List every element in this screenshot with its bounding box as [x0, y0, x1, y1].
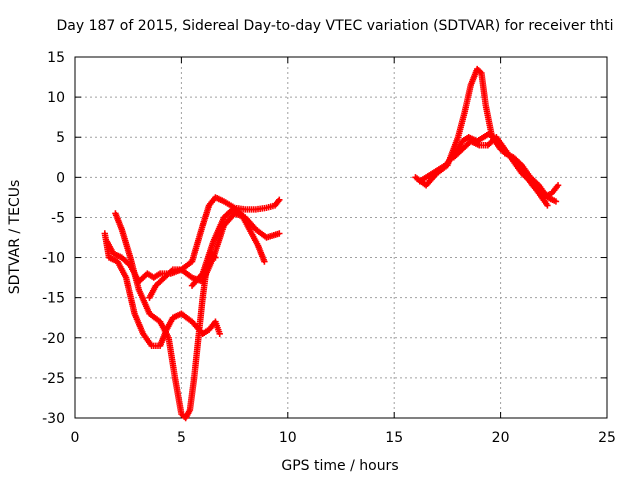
x-axis-label: GPS time / hours: [281, 458, 398, 474]
y-tick-label: -20: [42, 331, 65, 347]
data-point: [261, 258, 268, 265]
grid: [75, 57, 607, 418]
y-tick-label: 0: [56, 170, 65, 186]
x-tick-label: 10: [279, 430, 297, 446]
y-axis-label: SDTVAR / TECUs: [7, 180, 23, 295]
y-tick-label: -15: [42, 291, 65, 307]
y-tick-label: 15: [47, 50, 65, 66]
data-series-3: [112, 210, 219, 422]
data-series-7: [416, 130, 560, 205]
data-series-2: [101, 230, 223, 349]
data-point: [552, 198, 560, 205]
x-tick-label: 5: [177, 430, 186, 446]
data-point: [554, 182, 562, 189]
data-point: [276, 196, 283, 203]
data-point: [216, 330, 223, 337]
x-tick-label: 0: [71, 430, 80, 446]
x-tick-label: 15: [385, 430, 403, 446]
y-tick-label: -5: [51, 210, 65, 226]
y-tick-label: 10: [47, 90, 65, 106]
data-series-8: [450, 134, 551, 209]
y-tick-label: -30: [42, 411, 65, 427]
data-point: [276, 230, 283, 237]
chart-title: Day 187 of 2015, Sidereal Day-to-day VTE…: [56, 18, 614, 34]
y-tick-label: -10: [42, 251, 65, 267]
data-series-5: [188, 206, 268, 289]
x-tick-label: 20: [492, 430, 510, 446]
x-tick-label: 25: [598, 430, 616, 446]
y-tick-label: -25: [42, 371, 65, 387]
data-series: [101, 65, 562, 422]
y-tick-label: 5: [56, 130, 65, 146]
axis-ticks: 0 5 10 15 20 25 -30 -25 -20 -15 -10 -5 0 5 10 15: [42, 50, 616, 446]
plot-frame: [74, 56, 608, 419]
data-point: [544, 202, 551, 209]
